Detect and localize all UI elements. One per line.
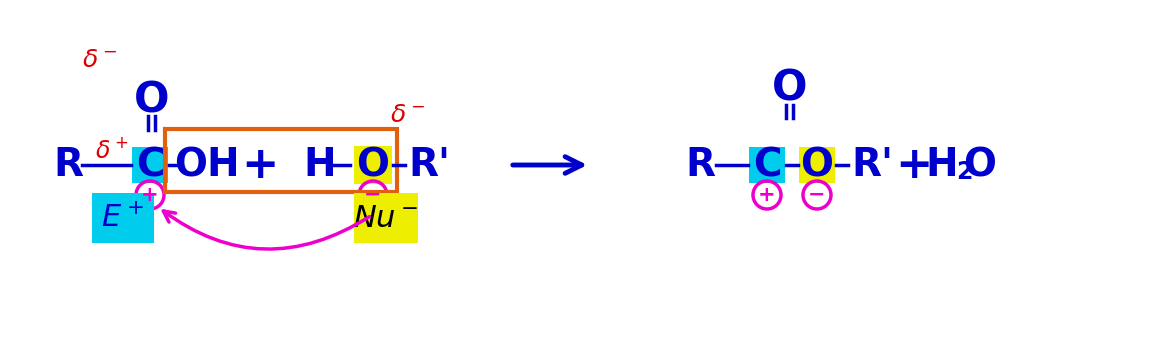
Text: O: O	[772, 67, 808, 109]
Text: $\delta^-$: $\delta^-$	[391, 103, 425, 127]
Text: −: −	[364, 185, 381, 205]
Text: O: O	[134, 79, 170, 121]
Text: $\delta^+$: $\delta^+$	[95, 137, 128, 162]
FancyBboxPatch shape	[354, 146, 392, 184]
Text: −: −	[808, 185, 825, 205]
Text: $E^+$: $E^+$	[102, 203, 144, 232]
Text: C: C	[135, 146, 164, 184]
Text: C: C	[753, 146, 781, 184]
Text: OH: OH	[175, 146, 239, 184]
Text: O: O	[963, 146, 996, 184]
Text: H: H	[926, 146, 958, 184]
Text: H: H	[304, 146, 336, 184]
FancyBboxPatch shape	[799, 147, 835, 183]
Text: O: O	[356, 146, 390, 184]
Text: +: +	[895, 144, 933, 186]
Text: R': R'	[408, 146, 450, 184]
Text: R: R	[53, 146, 83, 184]
FancyBboxPatch shape	[132, 147, 168, 183]
Text: +: +	[758, 185, 776, 205]
Text: R': R'	[851, 146, 892, 184]
FancyBboxPatch shape	[92, 193, 154, 243]
Text: O: O	[800, 146, 833, 184]
FancyBboxPatch shape	[749, 147, 785, 183]
Text: R: R	[686, 146, 716, 184]
Text: +: +	[242, 144, 279, 186]
Text: +: +	[141, 185, 158, 205]
Text: $\delta^-$: $\delta^-$	[82, 48, 118, 72]
FancyBboxPatch shape	[354, 193, 418, 243]
Text: $Nu^-$: $Nu^-$	[354, 203, 418, 232]
Text: 2: 2	[956, 160, 972, 184]
